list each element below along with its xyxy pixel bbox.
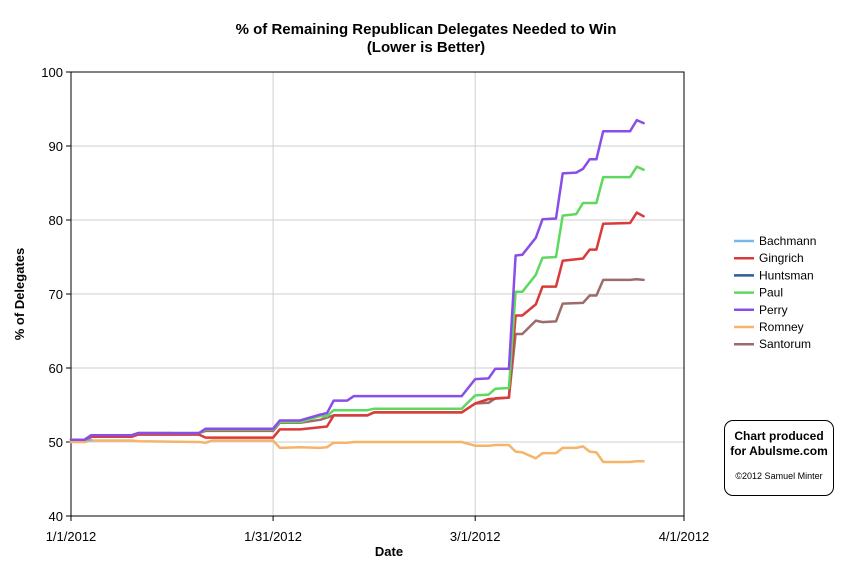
grid (71, 72, 684, 516)
y-axis-label: % of Delegates (12, 248, 27, 340)
series-line-gingrich (69, 211, 645, 442)
credit-copyright: ©2012 Samuel Minter (735, 471, 823, 481)
y-tick-label: 70 (49, 287, 63, 302)
y-tick-label: 90 (49, 139, 63, 154)
legend: Bachmann Gingrich Huntsman Paul Perry Romney S… (734, 234, 816, 351)
series-line-perry (69, 118, 645, 442)
legend-label-gingrich: Gingrich (759, 251, 804, 265)
legend-label-santorum: Santorum (759, 337, 811, 351)
credit-line-1: Chart produced (734, 429, 824, 443)
y-tick-label: 50 (49, 435, 63, 450)
legend-label-perry: Perry (759, 303, 788, 317)
x-tick-label: 3/1/2012 (450, 529, 501, 544)
x-tick-label: 4/1/2012 (659, 529, 710, 544)
y-tick-label: 40 (49, 509, 63, 524)
axis-ticks: 40 50 60 70 80 90 100 1/1/2012 1/31/2012 3/1/2012… (41, 65, 709, 544)
series-line-romney (69, 439, 645, 464)
x-tick-label: 1/1/2012 (46, 529, 97, 544)
x-tick-label: 1/31/2012 (244, 529, 302, 544)
y-tick-label: 80 (49, 213, 63, 228)
credit-box: Chart produced for Abulsme.com ©2012 Sam… (724, 420, 834, 496)
legend-label-bachmann: Bachmann (759, 234, 816, 248)
chart-title: % of Remaining Republican Delegates Need… (236, 21, 617, 38)
legend-label-romney: Romney (759, 320, 804, 334)
legend-label-huntsman: Huntsman (759, 268, 814, 282)
series-lines (69, 118, 645, 464)
legend-label-paul: Paul (759, 286, 783, 300)
y-tick-label: 60 (49, 361, 63, 376)
y-tick-label: 100 (41, 65, 63, 80)
chart-subtitle: (Lower is Better) (367, 39, 485, 56)
credit-line-2: for Abulsme.com (730, 444, 828, 458)
x-axis-label: Date (375, 544, 403, 559)
